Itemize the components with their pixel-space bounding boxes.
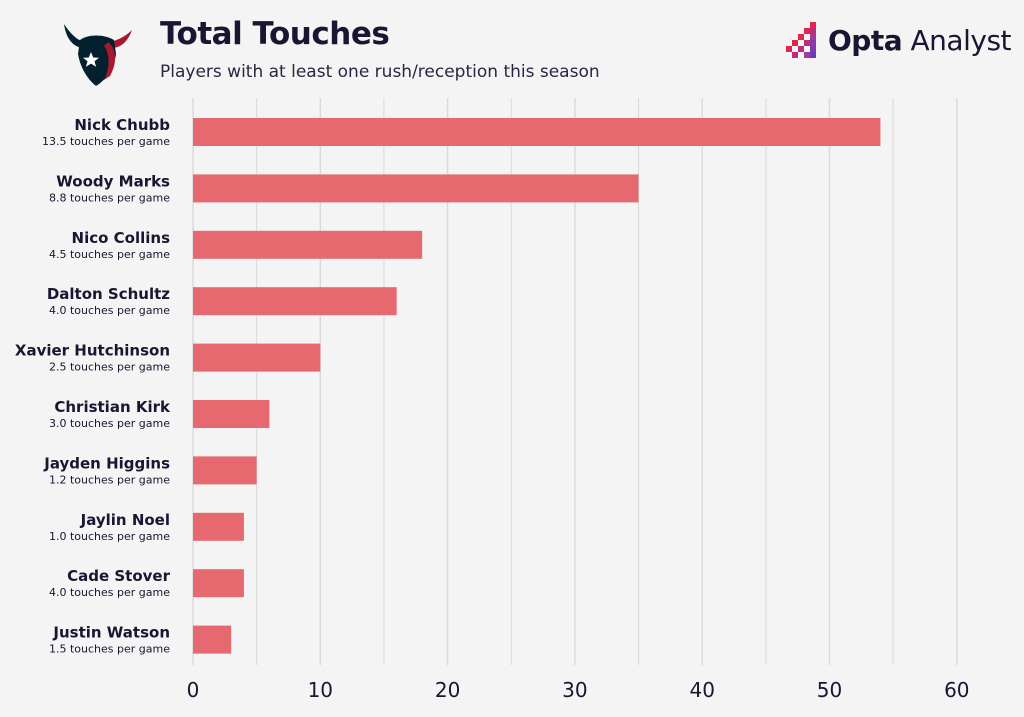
bar (193, 343, 321, 372)
category-label: Jaylin Noel (80, 511, 170, 529)
category-sublabel: 1.5 touches per game (49, 643, 170, 656)
category-label: Nico Collins (72, 229, 171, 247)
bar (193, 118, 881, 146)
chart-subtitle: Players with at least one rush/reception… (160, 62, 600, 82)
bar (193, 456, 257, 485)
category-label: Nick Chubb (74, 116, 170, 134)
bar (193, 287, 397, 316)
category-sublabel: 4.0 touches per game (49, 586, 170, 599)
logo-star (83, 52, 99, 67)
team-logo (58, 18, 138, 90)
category-sublabel: 3.0 touches per game (49, 417, 170, 430)
x-tick-label: 10 (308, 678, 333, 702)
category-label: Justin Watson (52, 624, 170, 642)
category-label: Xavier Hutchinson (15, 342, 170, 360)
chart-title: Total Touches (160, 16, 390, 52)
x-tick-label: 20 (435, 678, 460, 702)
category-sublabel: 4.5 touches per game (49, 248, 170, 261)
bar (193, 625, 232, 654)
x-tick-label: 0 (187, 678, 200, 702)
bars (193, 118, 881, 654)
category-label: Woody Marks (56, 172, 170, 190)
brand-name-bold: Opta (828, 23, 903, 57)
category-sublabel: 2.5 touches per game (49, 361, 170, 374)
logo-horn-right (110, 30, 132, 48)
category-label: Cade Stover (67, 567, 170, 585)
x-tick-label: 30 (562, 678, 587, 702)
opta-pixel-icon (786, 22, 816, 58)
category-sublabel: 1.0 touches per game (49, 530, 170, 543)
logo-horn-left (64, 24, 84, 48)
category-label: Jayden Higgins (43, 454, 170, 472)
texans-bull-logo (64, 24, 132, 86)
category-sublabel: 13.5 touches per game (42, 135, 170, 148)
x-tick-label: 50 (817, 678, 842, 702)
category-sublabel: 1.2 touches per game (49, 473, 170, 486)
x-tick-label: 60 (944, 678, 969, 702)
bar (193, 230, 423, 259)
bar (193, 174, 639, 203)
x-tick-label: 40 (689, 678, 714, 702)
category-label: Dalton Schultz (47, 285, 170, 303)
bar (193, 569, 244, 598)
bar (193, 512, 244, 541)
x-axis-ticks: 0 10 20 30 40 50 60 (187, 678, 970, 702)
logo-red-stripe (104, 42, 116, 80)
category-sublabel: 8.8 touches per game (49, 191, 170, 204)
category-sublabel: 4.0 touches per game (49, 304, 170, 317)
brand-name-light: Analyst (910, 23, 1012, 57)
category-label: Christian Kirk (54, 398, 171, 416)
opta-analyst-brand: Opta Analyst (786, 20, 1012, 60)
bar (193, 400, 270, 428)
brand-name: Opta Analyst (828, 23, 1012, 57)
